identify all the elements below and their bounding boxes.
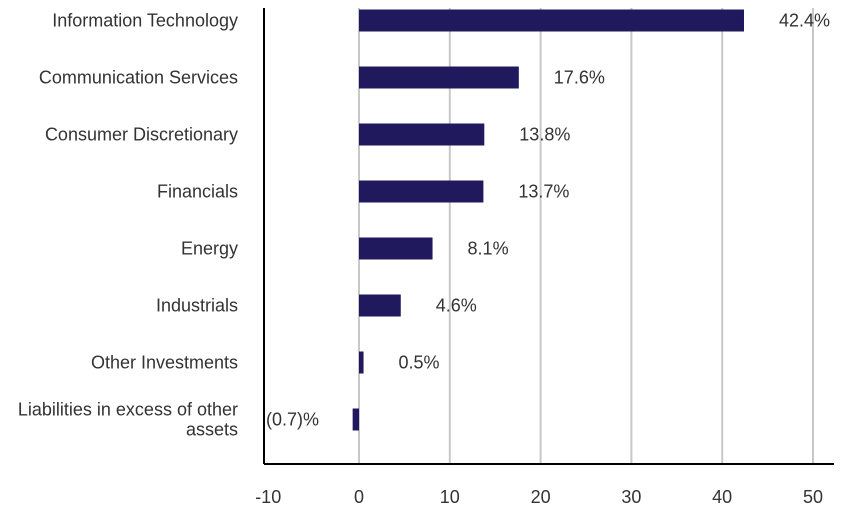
- data-label-information-technology: 42.4%: [779, 11, 830, 31]
- category-label-financials: Financials: [157, 182, 238, 202]
- bar-financials: [359, 180, 484, 203]
- axes: [263, 8, 834, 465]
- data-label-industrials: 4.6%: [436, 296, 477, 316]
- category-labels: Information Technology Communication Serv…: [18, 11, 238, 440]
- data-labels: 42.4% 17.6% 13.8% 13.7% 8.1% 4.6% 0.5% (0.7)%: [266, 11, 830, 430]
- x-tick-0: 0: [354, 487, 364, 507]
- category-label-consumer-discretionary: Consumer Discretionary: [45, 125, 238, 145]
- data-label-financials: 13.7%: [518, 182, 569, 202]
- x-tick-50: 50: [803, 487, 823, 507]
- x-tick-30: 30: [621, 487, 641, 507]
- x-tick-20: 20: [531, 487, 551, 507]
- category-label-information-technology: Information Technology: [52, 11, 238, 31]
- x-tick-40: 40: [712, 487, 732, 507]
- data-label-consumer-discretionary: 13.8%: [519, 125, 570, 145]
- category-label-industrials: Industrials: [156, 296, 238, 316]
- category-label-communication-services: Communication Services: [39, 68, 238, 88]
- bar-industrials: [359, 294, 401, 317]
- bar-other-investments: [359, 351, 364, 374]
- bar-liabilities-in-excess-of-other-assets: [352, 408, 359, 431]
- x-tick-10: 10: [440, 487, 460, 507]
- data-label-liabilities-in-excess-of-other-assets: (0.7)%: [266, 410, 319, 430]
- data-label-energy: 8.1%: [468, 239, 509, 259]
- bar-information-technology: [359, 9, 744, 32]
- bar-communication-services: [359, 66, 519, 89]
- category-label-liabilities-in-excess-of-other-assets: Liabilities in excess of other assets: [18, 400, 238, 440]
- category-label-other-investments: Other Investments: [91, 353, 238, 373]
- bar-energy: [359, 237, 433, 260]
- x-tick-neg10: -10: [255, 487, 281, 507]
- category-label-energy: Energy: [181, 239, 238, 259]
- bar-consumer-discretionary: [359, 123, 485, 146]
- x-tick-labels: -10 0 10 20 30 40 50: [255, 487, 823, 507]
- data-label-other-investments: 0.5%: [399, 353, 440, 373]
- data-label-communication-services: 17.6%: [554, 68, 605, 88]
- bars: [352, 9, 744, 431]
